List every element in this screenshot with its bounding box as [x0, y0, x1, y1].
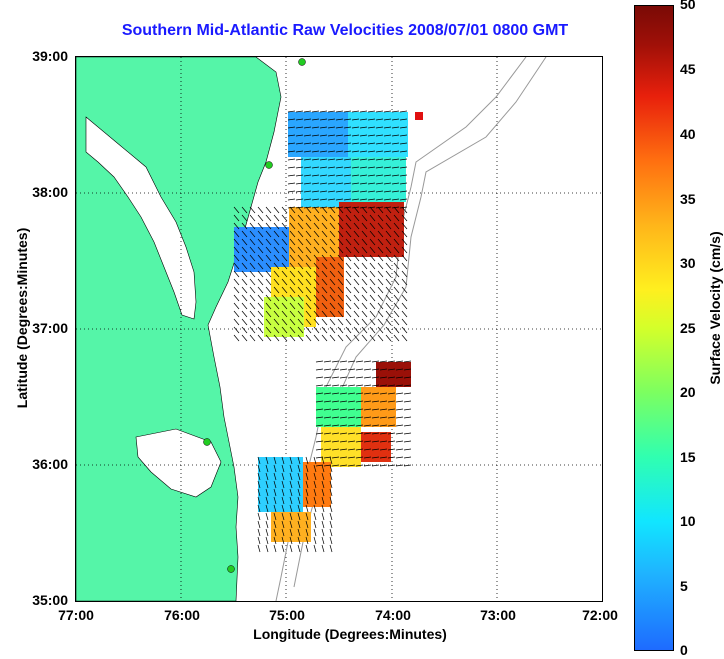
buoy-marker [415, 112, 423, 120]
ctick-0: 0 [680, 642, 688, 658]
ytick-38: 38:00 [32, 184, 68, 200]
sound-water [135, 428, 222, 498]
xtick-76: 76:00 [164, 607, 200, 623]
xtick-74: 74:00 [375, 607, 411, 623]
xtick-72: 72:00 [582, 607, 618, 623]
y-axis-label: Latitude (Degrees:Minutes) [14, 227, 30, 409]
colorbar [634, 5, 674, 651]
map-plot-area [75, 56, 603, 602]
velocity-arrows [233, 110, 412, 553]
ctick-35: 35 [680, 191, 696, 207]
ctick-40: 40 [680, 126, 696, 142]
ytick-36: 36:00 [32, 456, 68, 472]
colorbar-label: Surface Velocity (cm/s) [707, 231, 723, 385]
xtick-73: 73:00 [480, 607, 516, 623]
ytick-35: 35:00 [32, 592, 68, 608]
ctick-20: 20 [680, 384, 696, 400]
ytick-39: 39:00 [32, 48, 68, 64]
station-markers [203, 58, 306, 573]
ctick-5: 5 [680, 578, 688, 594]
ctick-10: 10 [680, 513, 696, 529]
ctick-45: 45 [680, 61, 696, 77]
xtick-77: 77:00 [58, 607, 94, 623]
ctick-25: 25 [680, 320, 696, 336]
ctick-30: 30 [680, 255, 696, 271]
map-svg [76, 57, 602, 601]
map-title: Southern Mid-Atlantic Raw Velocities 200… [121, 22, 569, 39]
ctick-50: 50 [680, 0, 696, 12]
ytick-37: 37:00 [32, 320, 68, 336]
xtick-75: 75:00 [269, 607, 305, 623]
chesapeake-bay [85, 116, 197, 320]
ctick-15: 15 [680, 449, 696, 465]
velocity-field-south [258, 362, 411, 542]
x-axis-label: Longitude (Degrees:Minutes) [253, 626, 447, 642]
